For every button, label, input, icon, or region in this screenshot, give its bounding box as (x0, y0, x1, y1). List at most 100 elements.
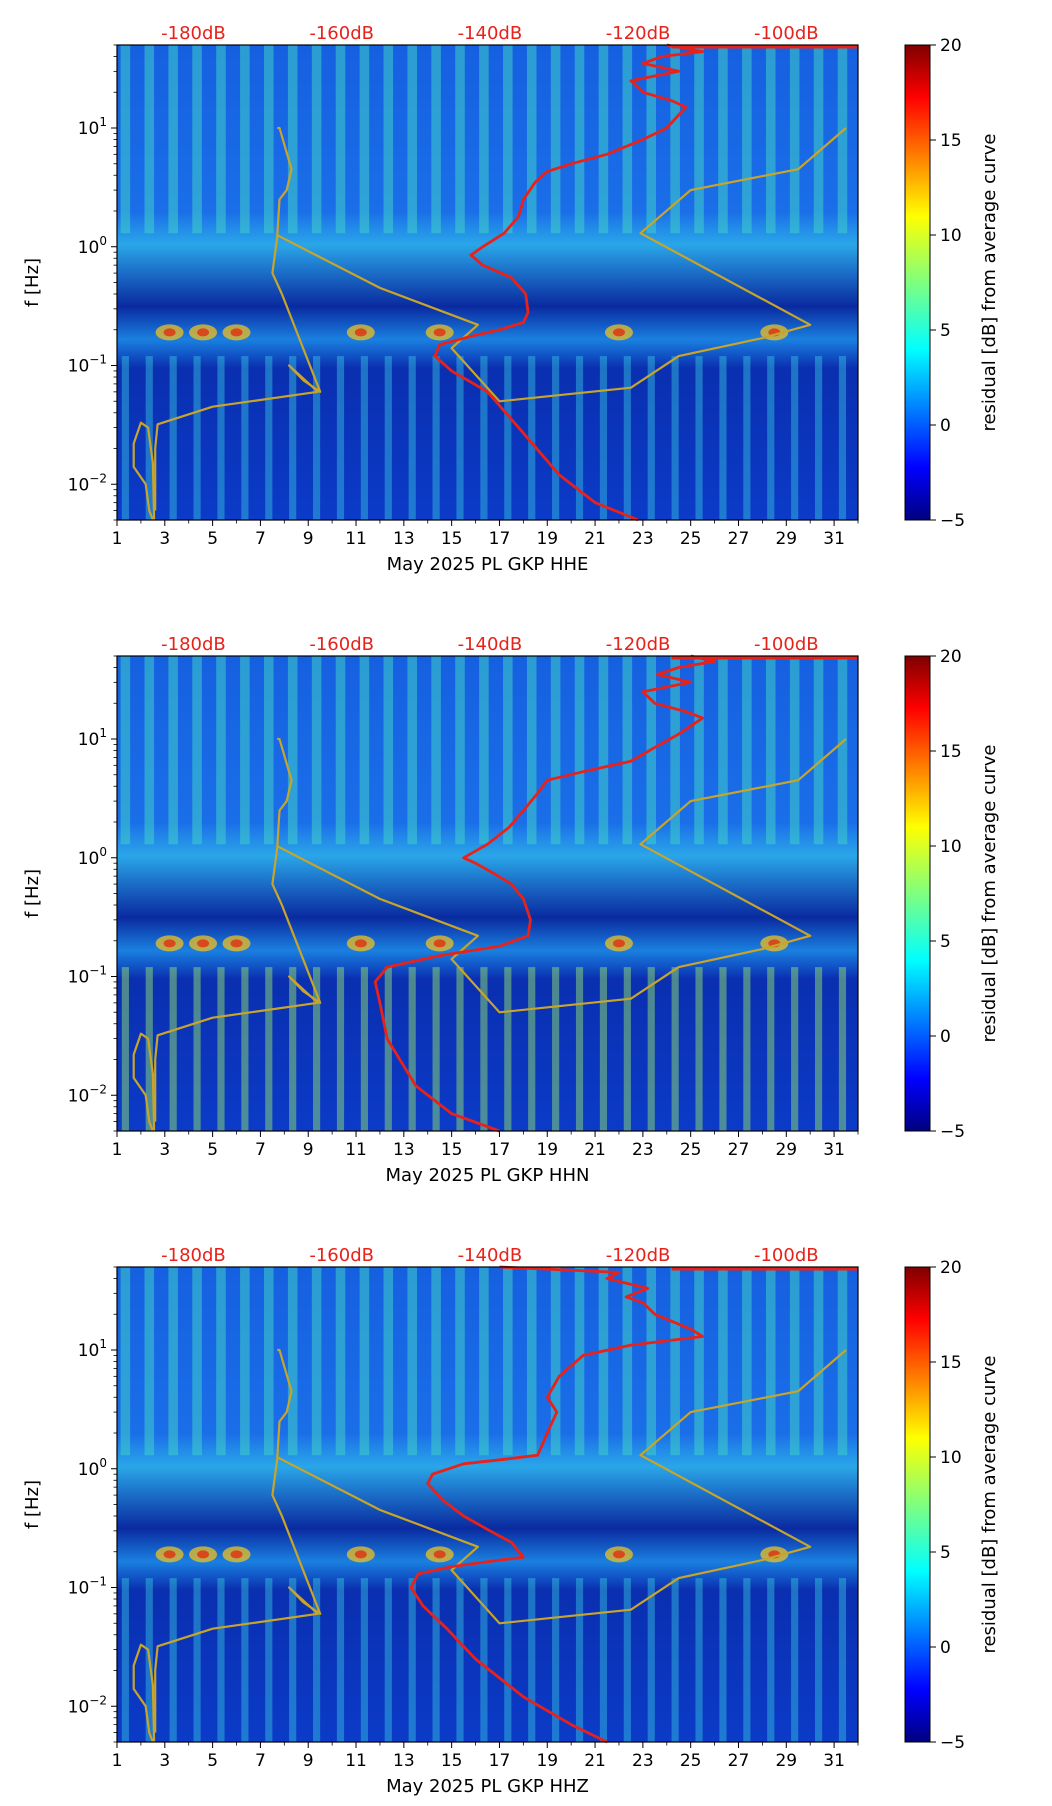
day-stripe-high (718, 1267, 728, 1456)
y-tick-label: 100 (78, 1456, 107, 1480)
microseism-core (197, 1550, 210, 1559)
day-stripe-high (359, 656, 370, 845)
day-stripe-high (311, 656, 322, 845)
day-stripe-high (646, 1267, 657, 1456)
day-stripe-low (217, 1578, 225, 1742)
db-scale-label: -140dB (458, 634, 523, 655)
day-stripe-low (695, 1578, 703, 1742)
x-tick-label: 31 (823, 1751, 845, 1771)
x-axis-label: May 2025 PL GKP HHE (387, 554, 589, 575)
x-tick-label: 17 (489, 1751, 511, 1771)
day-stripe-high (407, 656, 417, 845)
day-stripe-low (838, 356, 847, 520)
db-scale-label: -100dB (754, 23, 819, 44)
x-tick-label: 21 (584, 1751, 606, 1771)
day-stripe-high (837, 656, 848, 845)
x-tick-label: 31 (823, 529, 845, 549)
day-stripe-low (814, 356, 823, 520)
day-stripe-low (552, 356, 560, 520)
day-stripe-high (479, 45, 489, 234)
day-stripe-high (120, 45, 131, 234)
microseism-core (354, 1550, 367, 1559)
noise-model-curve-1 (132, 1032, 156, 1132)
day-stripe-high (264, 45, 274, 234)
day-stripe-low (719, 356, 727, 520)
x-tick-label: 11 (345, 529, 367, 549)
day-stripe-high (742, 1267, 752, 1456)
day-stripe-low (552, 967, 560, 1131)
day-stripe-high (216, 45, 226, 234)
db-scale-label: -100dB (754, 1245, 819, 1266)
day-stripe-low (671, 1578, 679, 1742)
day-stripe-high (407, 45, 417, 234)
colorbar-tick-label: 5 (940, 932, 951, 952)
day-stripe-high (216, 1267, 226, 1456)
noise-model-curve-3 (276, 127, 847, 403)
day-stripe-low (193, 967, 201, 1131)
db-scale-label: -180dB (161, 23, 226, 44)
day-stripe-high (168, 1267, 178, 1456)
x-tick-label: 11 (345, 1751, 367, 1771)
x-tick-label: 25 (680, 1751, 702, 1771)
x-tick-label: 27 (728, 1140, 750, 1160)
y-tick-label: 10−2 (68, 1693, 107, 1717)
day-stripe-high (574, 1267, 585, 1456)
day-stripe-high (598, 1267, 609, 1456)
microseism-core (354, 328, 367, 337)
day-stripe-low (456, 967, 464, 1131)
day-stripe-low (743, 967, 751, 1131)
colorbar-tick-label: 0 (940, 1027, 951, 1047)
day-stripe-high (144, 656, 155, 845)
day-stripe-low (814, 967, 823, 1131)
day-stripe-high (335, 45, 346, 234)
colorbar-tick-label: 15 (940, 131, 962, 151)
x-tick-label: 1 (112, 1751, 123, 1771)
day-stripe-high (813, 1267, 824, 1456)
colorbar-gradient (904, 44, 931, 521)
day-stripe-low (719, 1578, 727, 1742)
day-stripe-high (526, 45, 537, 234)
day-stripe-low (121, 356, 129, 520)
db-scale-label: -160dB (309, 634, 374, 655)
x-tick-label: 21 (584, 1140, 606, 1160)
day-stripe-high (765, 45, 776, 234)
db-scale-label: -120dB (606, 1245, 671, 1266)
day-stripe-high (287, 1267, 298, 1456)
microseism-core (230, 939, 243, 948)
day-stripe-high (383, 656, 394, 845)
microseism-core (230, 1550, 243, 1559)
microseism-core (433, 939, 446, 948)
x-tick-label: 29 (775, 1140, 797, 1160)
day-stripe-high (192, 656, 202, 845)
colorbar-tick-label: 10 (940, 226, 962, 246)
day-stripe-low (575, 356, 584, 520)
y-tick-label: 10−2 (68, 1082, 107, 1106)
day-stripe-high (120, 1267, 131, 1456)
x-tick-label: 7 (255, 1751, 266, 1771)
x-tick-label: 17 (489, 529, 511, 549)
y-axis-label: f [Hz] (22, 258, 43, 307)
microseism-core (197, 939, 210, 948)
day-stripe-low (599, 356, 608, 520)
day-stripe-low (480, 1578, 488, 1742)
average-curve-1 (433, 43, 704, 522)
x-axis-label: May 2025 PL GKP HHZ (386, 1776, 589, 1797)
db-scale-label: -140dB (458, 1245, 523, 1266)
x-tick-label: 23 (632, 1140, 654, 1160)
day-stripe-high (670, 1267, 680, 1456)
day-stripe-low (456, 1578, 464, 1742)
x-tick-label: 5 (207, 1140, 218, 1160)
day-stripe-low (791, 1578, 799, 1742)
day-stripe-low (480, 967, 488, 1131)
day-stripe-high (335, 656, 346, 845)
day-stripe-high (550, 656, 561, 845)
average-curve-1 (409, 1265, 704, 1744)
day-stripe-high (694, 656, 704, 845)
microseism-core (163, 939, 176, 948)
day-stripe-low (647, 967, 655, 1131)
day-stripe-low (289, 1578, 297, 1742)
db-scale-label: -120dB (606, 634, 671, 655)
noise-model-curve-3 (276, 738, 847, 1014)
